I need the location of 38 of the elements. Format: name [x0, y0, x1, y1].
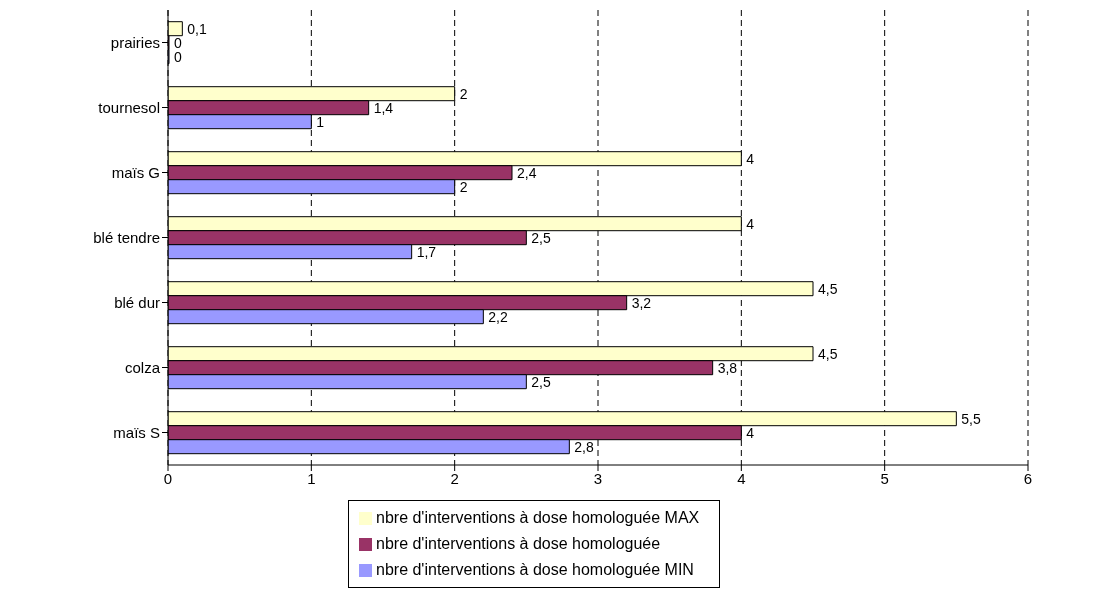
- x-tick-label: 0: [163, 469, 173, 487]
- data-label: 1,7: [416, 243, 437, 260]
- legend-label: nbre d'interventions à dose homologuée MIN: [376, 561, 694, 578]
- data-label: 2: [459, 178, 468, 195]
- data-label: 4,5: [818, 280, 838, 297]
- y-tick-label: tournesol: [98, 98, 160, 116]
- y-tick-label: maïs S: [113, 423, 160, 441]
- y-tick-label: blé dur: [114, 293, 160, 311]
- data-label: 4: [746, 215, 755, 232]
- y-tick-label: maïs G: [111, 163, 160, 181]
- data-label: 5,5: [961, 410, 982, 427]
- x-tick-label: 5: [880, 469, 889, 487]
- data-label: 3,8: [717, 359, 738, 376]
- data-label: 0: [174, 48, 182, 65]
- data-label: 2,8: [574, 438, 595, 455]
- data-label: 2,5: [531, 229, 552, 246]
- data-label: 2,4: [517, 164, 537, 181]
- x-tick-label: 4: [737, 469, 746, 487]
- legend-label: nbre d'interventions à dose homologuée MAX: [376, 509, 700, 526]
- y-tick-label: prairies: [110, 33, 160, 51]
- data-label: 2: [459, 85, 468, 102]
- data-label: 1: [316, 113, 325, 130]
- data-label: 0,1: [187, 20, 208, 37]
- data-label: 4,5: [818, 345, 838, 362]
- data-label: 0: [174, 34, 182, 51]
- data-label: 4: [746, 150, 755, 167]
- data-label: 1,4: [373, 99, 394, 116]
- x-tick-label: 3: [593, 469, 603, 487]
- data-label: 2,2: [488, 308, 509, 325]
- x-tick-label: 1: [307, 469, 316, 487]
- y-tick-label: colza: [124, 358, 161, 376]
- data-label: 3,2: [631, 294, 652, 311]
- y-tick-label: blé tendre: [93, 228, 160, 246]
- data-label: 4: [746, 424, 755, 441]
- legend-label: nbre d'interventions à dose homologuée: [376, 535, 661, 552]
- x-tick-label: 6: [1023, 469, 1033, 487]
- x-tick-label: 2: [450, 469, 459, 487]
- data-label: 2,5: [531, 373, 552, 390]
